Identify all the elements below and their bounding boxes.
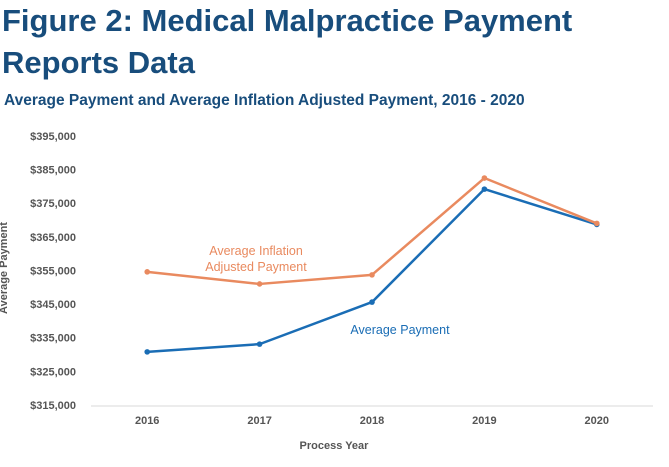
data-point [144,349,150,355]
series-label: Average Inflation Adjusted Payment [205,244,307,274]
data-point [594,220,600,227]
data-point [481,175,488,181]
data-point [144,269,150,275]
y-tick-label: $335,000 [30,333,76,345]
x-tick-label: 2017 [247,415,271,427]
data-point [369,272,375,278]
chart-subtitle: Average Payment and Average Inflation Ad… [4,92,525,109]
chart-title: Figure 2: Medical Malpractice Payment Re… [2,3,573,80]
data-point [481,186,488,192]
x-tick-label: 2018 [360,415,384,427]
data-point [369,299,375,305]
y-tick-label: $385,000 [30,165,76,177]
y-axis-label: Average Payment [0,222,10,314]
x-tick-label: 2020 [585,415,609,427]
data-point [256,341,263,347]
x-tick-label: 2016 [135,415,159,427]
y-tick-label: $345,000 [30,299,76,311]
y-tick-label: $325,000 [30,366,76,378]
x-axis-label: Process Year [300,440,370,452]
y-tick-label: $395,000 [30,131,76,143]
y-tick-label: $315,000 [30,400,76,412]
x-tick-label: 2019 [472,415,496,427]
y-tick-label: $355,000 [30,265,76,277]
y-tick-label: $365,000 [30,232,76,244]
data-point [256,281,263,287]
series-label: Average Payment [350,323,450,337]
y-tick-label: $375,000 [30,198,76,210]
